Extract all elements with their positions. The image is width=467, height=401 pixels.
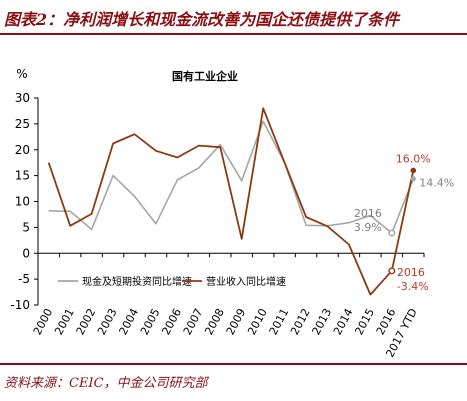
y-tick-label: 5	[22, 220, 30, 234]
y-tick-label: 15	[15, 169, 30, 183]
chart-axes: -10-505101520253020002001200220032004200…	[10, 67, 425, 360]
y-tick-label: 25	[15, 117, 30, 131]
chart-lines	[47, 107, 415, 296]
y-tick-label: 10	[15, 195, 30, 209]
x-tick-label: 2007	[181, 306, 206, 337]
x-tick-label: 2009	[224, 306, 249, 337]
y-axis-label: %	[16, 67, 27, 81]
source-note: 资料来源：CEIC，中金公司研究部	[4, 376, 208, 391]
legend-label: 营业收入同比增速	[206, 275, 286, 288]
annotation-label: 2016	[397, 266, 425, 279]
annotation-label: -3.4%	[397, 280, 429, 293]
x-tick-label: 2002	[74, 306, 99, 337]
chart-title: 国有工业企业	[172, 69, 238, 83]
marker-cash-2016	[388, 229, 396, 237]
x-tick-label: 2004	[117, 306, 142, 337]
x-tick-label: 2001	[52, 306, 77, 337]
x-tick-label: 2010	[245, 306, 270, 337]
x-tick-label: 2003	[95, 306, 120, 337]
x-tick-label: 2011	[267, 306, 292, 337]
y-tick-label: 0	[22, 246, 30, 260]
y-tick-label: 30	[15, 91, 30, 105]
y-tick-label: -5	[18, 272, 30, 286]
y-tick-label: 20	[15, 143, 30, 157]
x-tick-label: 2000	[31, 306, 56, 337]
series-line-1	[47, 107, 415, 296]
legend-label: 现金及短期投资同比增速	[82, 275, 192, 288]
chart-marks	[388, 167, 417, 275]
marker-cash-2017ytd	[410, 176, 416, 182]
marker-revenue-2017ytd	[410, 167, 417, 174]
x-tick-label: 2005	[138, 306, 163, 337]
title-rule	[0, 33, 467, 35]
annotation-label: 14.4%	[419, 177, 454, 190]
chart-legend: 现金及短期投资同比增速 营业收入同比增速	[58, 275, 286, 288]
figure-title: 图表2：净利润增长和现金流改善为国企还债提供了条件	[4, 10, 400, 29]
annotation-label: 3.9%	[354, 221, 382, 234]
source-rule	[0, 363, 467, 365]
x-tick-label: 2012	[288, 306, 313, 337]
annotation-label: 2016	[354, 207, 382, 220]
marker-revenue-2016	[388, 267, 396, 275]
y-tick-label: -10	[10, 298, 30, 312]
series-line-0	[48, 120, 415, 234]
annotation-label: 16.0%	[396, 152, 431, 165]
x-tick-label: 2006	[159, 306, 184, 337]
x-tick-label: 2013	[310, 306, 335, 337]
x-tick-label: 2015	[352, 306, 377, 337]
x-tick-label: 2008	[202, 306, 227, 337]
x-tick-label: 2014	[331, 306, 356, 337]
